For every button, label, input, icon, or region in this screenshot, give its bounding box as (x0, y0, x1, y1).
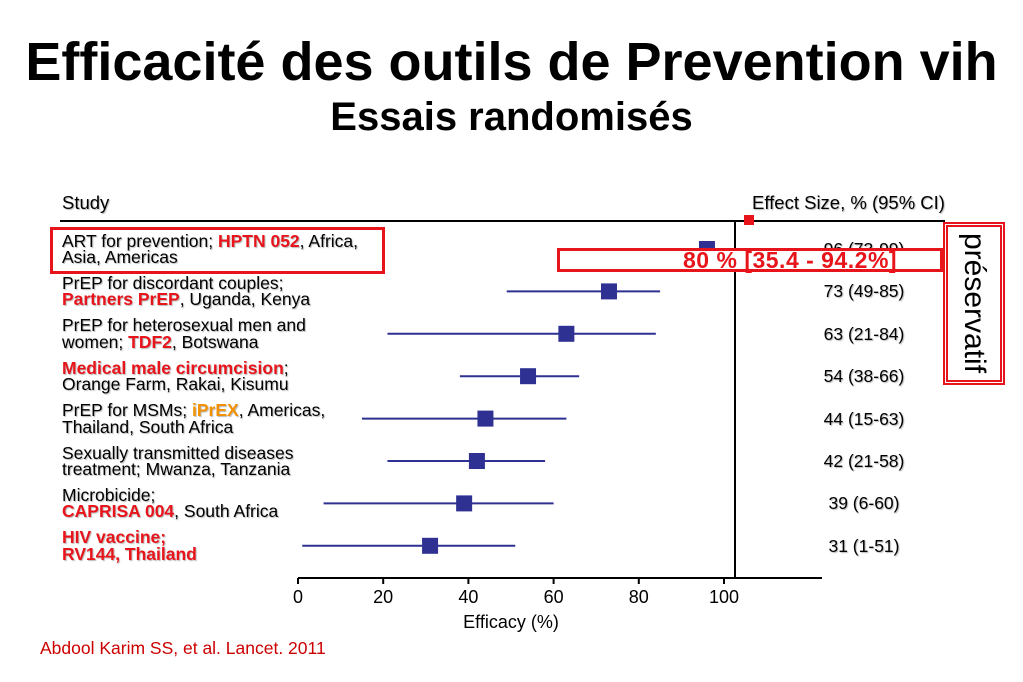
effect-size-marker (456, 495, 473, 512)
study-label-line: PrEP for discordant couples; (62, 272, 310, 293)
slide-subtitle: Essais randomisés (330, 95, 693, 139)
study-label-line: Sexually transmitted diseases (62, 442, 294, 463)
study-label-line: Orange Farm, Rakai, Kisumu (62, 374, 289, 395)
effect-size-label: 54 (38-66) (823, 366, 905, 387)
effect-size-label: 63 (21-84) (823, 323, 905, 344)
highlight-rectangle (50, 227, 385, 274)
study-label-line: ART for prevention; HPTN 052, Africa, (62, 230, 359, 251)
effect-size-label: 42 (21-58) (823, 451, 905, 471)
effect-size-column-header: Effect Size, % (95% CI) (752, 192, 945, 213)
effect-size-marker (558, 325, 575, 342)
study-label: Sexually transmitted diseases treatment; … (62, 442, 294, 479)
study-label-text: PrEP for discordant couples; (62, 272, 284, 293)
highlighted-study-text: RV144, Thailand (62, 543, 197, 564)
study-label-text: Microbicide; (62, 484, 156, 505)
study-label: PrEP for MSMs; iPrEX, Americas, Thailand,… (62, 400, 326, 437)
highlighted-study-text: HPTN 052 (217, 230, 300, 251)
study-label: PrEP for heterosexual men and women; TDF2… (62, 315, 306, 352)
study-label-text: , South Africa (174, 501, 279, 522)
study-label: PrEP for discordant couples; Partners PrE… (62, 272, 311, 310)
study-label-text: Orange Farm, Rakai, Kisumu (62, 374, 289, 395)
study-label-text: PrEP for MSMs; (62, 400, 192, 421)
red-marker (744, 215, 754, 225)
study-label-text: treatment; Mwanza, Tanzania (62, 459, 291, 479)
annotation-text: 80 % [35.4 - 94.2%] (683, 247, 898, 273)
highlighted-study-text: iPrEX (191, 400, 239, 421)
study-label-text: , Uganda, Kenya (179, 289, 311, 310)
study-label-line: treatment; Mwanza, Tanzania (62, 459, 294, 479)
effect-size-marker (468, 453, 485, 469)
study-label-line: RV144, Thailand (62, 543, 197, 564)
study-label-text: , Botswana (171, 331, 259, 352)
effect-size-label: 73 (49-85) (823, 281, 905, 302)
x-axis-label: Efficacy (%) (463, 612, 559, 632)
study-label-text: Asia, Americas (62, 247, 178, 267)
study-label-line: Partners PrEP, Uganda, Kenya (62, 289, 311, 310)
highlighted-study-text: CAPRISA 004 (62, 501, 175, 522)
study-label-line: PrEP for MSMs; iPrEX, Americas, (62, 400, 326, 421)
study-label-text: ; (283, 357, 289, 378)
study-label-line: HIV vaccine; (62, 527, 197, 548)
study-label-line: Microbicide; (62, 484, 278, 505)
x-tick-label: 40 (458, 587, 478, 607)
citation: Abdool Karim SS, et al. Lancet. 2011 (40, 638, 326, 658)
study-label-line: CAPRISA 004, South Africa (62, 501, 279, 522)
effect-size-label: 31 (1-51) (828, 535, 900, 556)
vertical-label-box: préservatif (943, 222, 1005, 385)
highlighted-study-text: Partners PrEP (62, 289, 180, 310)
study-label-line: PrEP for heterosexual men and (62, 315, 306, 336)
x-tick-label: 80 (629, 587, 649, 607)
study-label: Microbicide; CAPRISA 004, South Africa (62, 484, 279, 522)
study-label-text: , Americas, (238, 400, 326, 421)
x-tick-label: 0 (293, 587, 303, 607)
study-label-line: women; TDF2, Botswana (62, 331, 306, 352)
annotation-box: 80 % [35.4 - 94.2%] (557, 248, 943, 272)
study-label-text: Sexually transmitted diseases (62, 442, 294, 463)
vertical-label-text: préservatif (958, 233, 991, 374)
study-label-text: PrEP for heterosexual men and (62, 315, 306, 336)
effect-size-label: 44 (15-63) (823, 408, 905, 429)
effect-size-label: 39 (6-60) (828, 493, 900, 514)
effect-size-marker (477, 410, 494, 427)
effect-size-marker (520, 368, 537, 385)
study-label: ART for prevention; HPTN 052, Africa, Asi… (62, 230, 359, 267)
x-axis-ticks: 0 20 40 60 80 100 (293, 578, 739, 607)
study-label-text: ART for prevention; (62, 230, 218, 251)
highlighted-study-text: Medical male circumcision (62, 357, 284, 378)
highlighted-study-text: HIV vaccine; (62, 527, 167, 548)
effect-size-marker (422, 537, 439, 554)
study-marks (302, 241, 720, 554)
study-label-text: Thailand, South Africa (62, 416, 234, 437)
x-tick-label: 60 (544, 587, 564, 607)
highlighted-study-text: TDF2 (128, 331, 172, 352)
study-label-line: Thailand, South Africa (62, 416, 325, 437)
study-label-line: Medical male circumcision; (62, 357, 289, 378)
study-label: HIV vaccine; RV144, Thailand (62, 527, 197, 564)
study-label-text: , Africa, (299, 230, 359, 251)
slide-title: Efficacité des outils de Prevention vih (25, 32, 998, 92)
study-label-line: Asia, Americas (62, 247, 358, 267)
study-label-text: women; (62, 331, 129, 352)
study-label: Medical male circumcision; Orange Farm, R… (62, 357, 289, 395)
effect-size-marker (600, 283, 617, 300)
study-column-header: Study (62, 192, 110, 213)
x-tick-label: 100 (709, 587, 739, 607)
x-tick-label: 20 (373, 587, 393, 607)
